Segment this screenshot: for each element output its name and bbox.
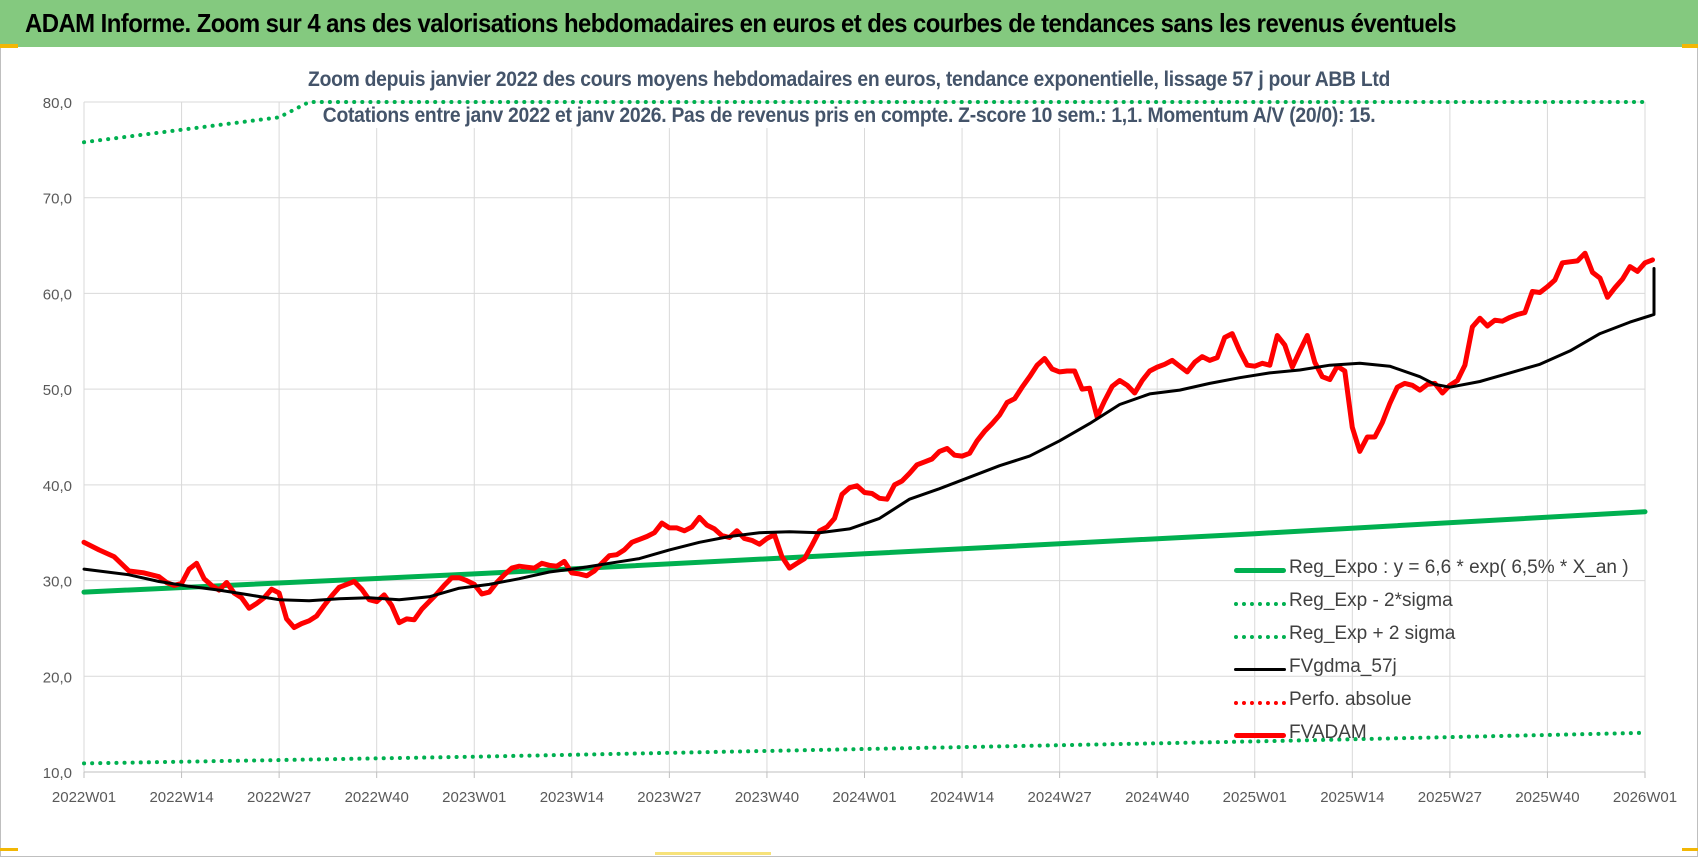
x-tick-label: 2023W40 (735, 789, 799, 806)
legend-swatch (1234, 602, 1286, 606)
accent-bar (1682, 44, 1698, 48)
y-tick-label: 40,0 (43, 478, 72, 495)
x-tick-label: 2025W01 (1223, 789, 1287, 806)
x-tick-label: 2026W01 (1613, 789, 1677, 806)
chart-subtitle: Cotations entre janv 2022 et janv 2026. … (0, 104, 1698, 128)
accent-bar (0, 44, 18, 48)
chart-title-text: Zoom depuis janvier 2022 des cours moyen… (304, 68, 1394, 92)
x-tick-label: 2023W27 (637, 789, 701, 806)
accent-bar (1682, 848, 1698, 851)
x-tick-label: 2022W40 (345, 789, 409, 806)
y-tick-label: 50,0 (43, 382, 72, 399)
banner-title: ADAM Informe. Zoom sur 4 ans des valoris… (25, 8, 1457, 38)
x-tick-label: 2022W01 (52, 789, 116, 806)
legend-swatch (1234, 667, 1286, 671)
chart-subtitle-text: Cotations entre janv 2022 et janv 2026. … (319, 104, 1379, 128)
legend-label: Reg_Exp + 2 sigma (1289, 623, 1456, 644)
x-tick-label: 2023W14 (540, 789, 604, 806)
y-tick-label: 70,0 (43, 191, 72, 208)
y-tick-label: 80,0 (43, 95, 72, 112)
series-line (81, 250, 1655, 630)
y-tick-label: 30,0 (43, 574, 72, 591)
x-tick-label: 2024W14 (930, 789, 994, 806)
series-line (81, 509, 1648, 595)
legend-label: Reg_Expo : y = 6,6 * exp( 6,5% * X_an ) (1289, 557, 1629, 578)
legend-swatch (1234, 567, 1286, 573)
series-line (82, 730, 1647, 766)
legend-label: Perfo. absolue (1289, 689, 1412, 710)
legend-swatch (1234, 701, 1286, 705)
x-tick-label: 2025W14 (1320, 789, 1384, 806)
accent-bar (0, 848, 18, 851)
y-tick-label: 20,0 (43, 669, 72, 686)
x-tick-label: 2025W40 (1515, 789, 1579, 806)
accent-bar (655, 852, 771, 855)
x-tick-label: 2025W27 (1418, 789, 1482, 806)
x-tick-label: 2024W27 (1028, 789, 1092, 806)
x-tick-label: 2024W01 (832, 789, 896, 806)
x-tick-label: 2024W40 (1125, 789, 1189, 806)
series-line (82, 100, 1647, 145)
y-tick-label: 10,0 (43, 765, 72, 782)
chart-title: Zoom depuis janvier 2022 des cours moyen… (0, 68, 1698, 92)
title-banner: ADAM Informe. Zoom sur 4 ans des valoris… (0, 0, 1698, 47)
x-tick-label: 2022W14 (149, 789, 213, 806)
x-tick-label: 2022W27 (247, 789, 311, 806)
series-line (82, 267, 1656, 603)
legend-swatch (1234, 635, 1286, 639)
x-tick-label: 2023W01 (442, 789, 506, 806)
legend-label: FVgdma_57j (1289, 656, 1397, 677)
legend-label: FVADAM (1289, 722, 1367, 743)
y-tick-label: 60,0 (43, 286, 72, 303)
legend-label: Reg_Exp - 2*sigma (1289, 590, 1453, 611)
legend-swatch (1234, 732, 1286, 738)
